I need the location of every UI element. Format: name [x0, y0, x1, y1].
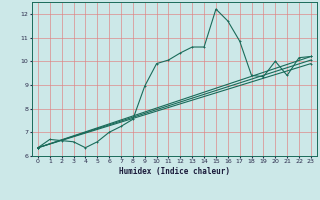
X-axis label: Humidex (Indice chaleur): Humidex (Indice chaleur) — [119, 167, 230, 176]
